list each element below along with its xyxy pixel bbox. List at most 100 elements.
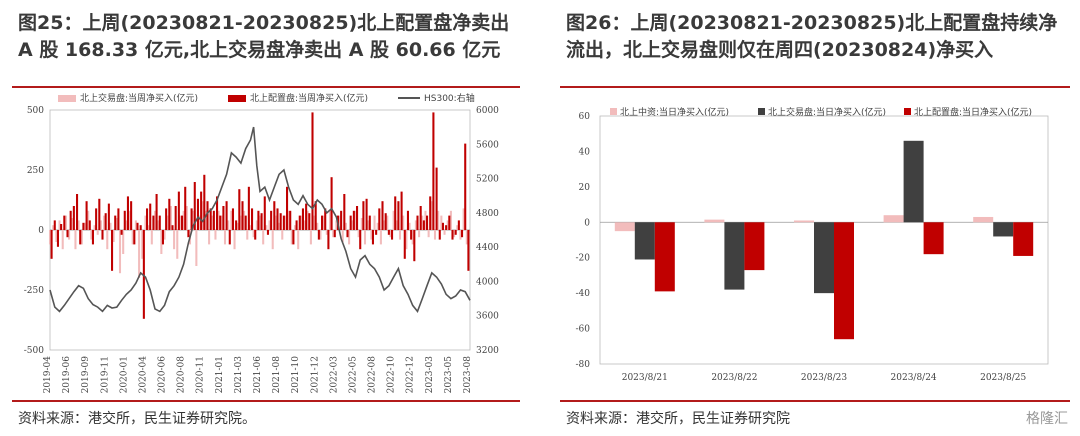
right-x-tick-label: 2023/8/24 (891, 373, 937, 383)
trading-bar (118, 230, 122, 274)
trading-bar (227, 220, 230, 230)
right-x-tick-label: 2023/8/21 (622, 373, 668, 383)
allocation-bar (260, 213, 263, 230)
trading-bar (306, 210, 309, 230)
trading-bar (392, 210, 395, 230)
right-axis-tick-label: 6000 (476, 106, 499, 116)
allocation-bar (273, 201, 276, 230)
right-x-tick-label: 2023/8/23 (801, 373, 847, 383)
allocation-bar (203, 174, 206, 230)
trading-bar (255, 220, 258, 230)
allocation-bar (206, 201, 209, 230)
allocation-bar (123, 210, 126, 230)
trading-bar (449, 210, 452, 230)
left-chart: 500 250 0 -250 -500 6000 5600 5200 4800 4400 4000 3… (24, 92, 499, 394)
trading-bar (354, 210, 357, 230)
trading-bar (243, 210, 246, 230)
right-axis-tick-label: 4800 (476, 209, 499, 219)
trading-bar (402, 215, 405, 230)
trading-bar (211, 215, 214, 230)
bar-series-1 (614, 222, 635, 232)
trading-bar (77, 220, 80, 230)
trading-bar (103, 215, 106, 230)
allocation-bar (222, 206, 225, 230)
allocation-bar (394, 196, 397, 230)
trading-bar (459, 230, 462, 240)
allocation-bar (142, 230, 145, 319)
left-x-tick-label: 2022-03 (329, 356, 339, 394)
left-x-tick-label: 2022-05 (348, 356, 358, 394)
allocation-bar (279, 213, 282, 230)
allocation-bar (387, 230, 390, 235)
trading-bar (230, 210, 233, 230)
allocation-bar (219, 215, 222, 230)
allocation-bar (231, 208, 234, 230)
allocation-bar (95, 208, 98, 230)
right-y-tick-label: 60 (579, 112, 591, 122)
trading-bar (348, 230, 351, 245)
trading-bar (122, 230, 125, 254)
trading-bar (373, 215, 376, 230)
allocation-bar (69, 210, 72, 230)
right-source-divider (560, 400, 1070, 402)
right-y-tick-label: 20 (579, 183, 591, 193)
allocation-bar (346, 230, 349, 238)
trading-bar (192, 210, 195, 230)
trading-bar (176, 230, 179, 259)
trading-bar (437, 210, 440, 230)
trading-bar (125, 220, 128, 230)
allocation-bar (270, 210, 273, 230)
trading-bar (316, 222, 319, 230)
bar-series-1 (704, 219, 725, 223)
trading-bar (341, 230, 344, 242)
allocation-bar (200, 191, 203, 230)
allocation-bar (292, 230, 295, 245)
right-plot-frame (599, 115, 1049, 365)
allocation-bar (235, 220, 238, 230)
trading-bar (258, 215, 262, 230)
trading-bar (236, 222, 239, 230)
left-x-tick-label: 2020-11 (196, 356, 206, 393)
allocation-bar (133, 230, 136, 245)
trading-bar (96, 230, 99, 235)
trading-bar (398, 230, 402, 240)
left-x-tick-label: 2020-08 (177, 356, 187, 394)
trading-bar (182, 210, 185, 230)
bar-series-2 (724, 222, 745, 290)
trading-bar (239, 215, 242, 230)
trading-bar (328, 210, 332, 230)
trading-bar (173, 230, 176, 250)
legend-swatch-series-2 (758, 108, 765, 115)
trading-bar (405, 230, 408, 250)
trading-bar (48, 230, 52, 245)
allocation-bar (321, 215, 324, 230)
bar-series-1 (794, 220, 814, 223)
allocation-bar (422, 220, 425, 230)
right-chart: 60 40 20 0 -20 -40 -60 -80 2023/8/21 2023/8/22 202… (576, 106, 1049, 383)
trading-bar (440, 215, 443, 230)
trading-bar (163, 230, 166, 240)
trading-bar (290, 230, 293, 245)
trading-bar (150, 230, 153, 245)
allocation-bar (50, 230, 53, 259)
trading-bar (99, 220, 102, 230)
allocation-bar (72, 206, 75, 230)
allocation-bar (327, 230, 330, 250)
trading-bar (335, 220, 338, 230)
allocation-bar (238, 189, 241, 230)
allocation-bar (416, 215, 419, 230)
allocation-bar (120, 230, 123, 235)
trading-bar (386, 215, 389, 230)
allocation-bar (391, 230, 394, 240)
left-x-tick-label: 2022-08 (368, 356, 378, 394)
left-y-tick-label: 500 (27, 106, 44, 116)
trading-bar (214, 230, 217, 240)
allocation-bar (371, 230, 374, 245)
bar-series-2 (634, 222, 655, 260)
allocation-bar (174, 206, 177, 230)
allocation-bar (266, 230, 269, 235)
allocation-bar (397, 201, 400, 230)
allocation-bar (314, 201, 317, 230)
trading-bar (64, 215, 67, 230)
left-x-tick-label: 2021-10 (291, 356, 301, 394)
